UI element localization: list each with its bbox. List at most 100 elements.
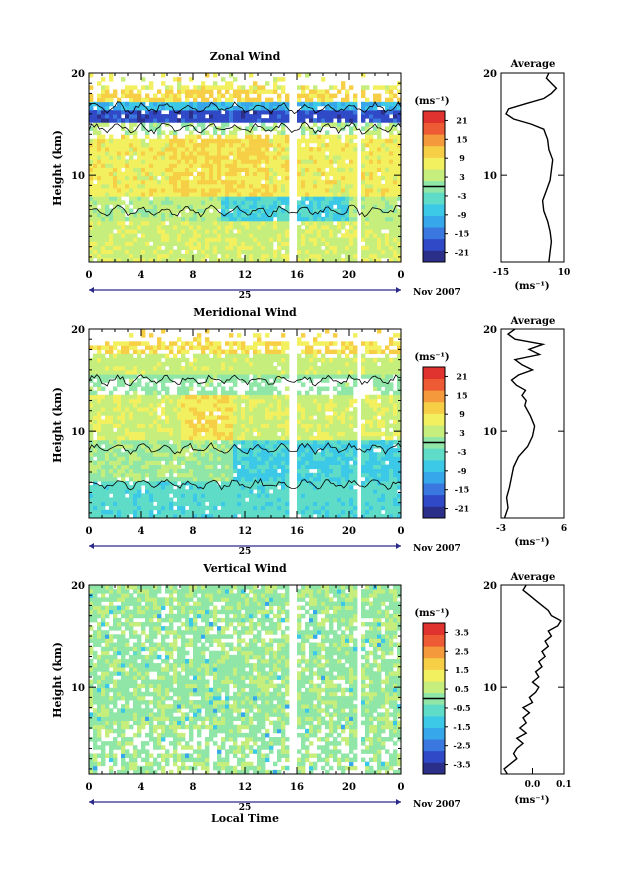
heatmap-cell xyxy=(209,485,214,490)
heatmap-cell xyxy=(329,114,334,119)
heatmap-cell xyxy=(385,225,390,230)
heatmap-cell xyxy=(117,204,122,209)
heatmap-cell xyxy=(109,109,114,115)
heatmap-cell xyxy=(257,220,262,226)
heatmap-cell xyxy=(193,167,198,173)
heatmap-cell xyxy=(265,427,270,433)
heatmap-cell xyxy=(265,151,270,156)
heatmap-cell xyxy=(237,419,242,424)
heatmap-cell xyxy=(229,361,234,367)
heatmap-cell xyxy=(117,411,122,416)
heatmap-cell xyxy=(257,216,262,222)
heatmap-cell xyxy=(181,456,186,461)
heatmap-cell xyxy=(353,229,358,234)
heatmap-cell xyxy=(105,163,110,168)
heatmap-cell xyxy=(141,423,146,429)
heatmap-cell xyxy=(337,159,342,164)
heatmap-cell xyxy=(169,142,174,148)
heatmap-cell xyxy=(201,241,206,246)
heatmap-cell xyxy=(253,427,258,433)
heatmap-cell xyxy=(397,175,402,181)
heatmap-cell xyxy=(129,220,134,226)
heatmap-cell xyxy=(345,175,350,181)
heatmap-cell xyxy=(361,192,366,197)
heatmap-cell xyxy=(165,353,170,359)
heatmap-cell xyxy=(285,118,290,123)
heatmap-cell xyxy=(121,208,126,214)
heatmap-cell xyxy=(285,513,290,519)
heatmap-cell xyxy=(169,167,174,173)
heatmap-cell xyxy=(181,497,186,502)
heatmap-cell xyxy=(329,122,334,127)
heatmap-cell xyxy=(125,167,130,173)
heatmap-cell xyxy=(165,183,170,189)
heatmap-cell xyxy=(185,489,190,494)
heatmap-cell xyxy=(197,155,202,160)
heatmap-cell xyxy=(381,196,386,201)
heatmap-cell xyxy=(221,419,226,424)
heatmap-cell xyxy=(113,114,118,119)
heatmap-cell xyxy=(173,357,178,363)
heatmap-cell xyxy=(277,171,282,177)
heatmap-cell xyxy=(225,229,230,234)
heatmap-cell xyxy=(313,146,318,152)
heatmap-cell xyxy=(101,105,106,111)
heatmap-cell xyxy=(221,349,226,355)
heatmap-cell xyxy=(313,151,318,156)
heatmap-cell xyxy=(209,200,214,205)
heatmap-cell xyxy=(333,192,338,197)
heatmap-cell xyxy=(93,485,98,490)
heatmap-cell xyxy=(161,497,166,502)
heatmap-cell xyxy=(369,208,374,214)
heatmap-cell xyxy=(109,452,114,457)
heatmap-cell xyxy=(369,196,374,201)
heatmap-cell xyxy=(361,146,366,152)
heatmap-cell xyxy=(193,415,198,420)
heatmap-cell xyxy=(125,142,130,148)
heatmap-cell xyxy=(377,200,382,205)
heatmap-cell xyxy=(121,402,126,408)
heatmap-cell xyxy=(233,493,238,498)
heatmap-cell xyxy=(309,225,314,230)
heatmap-cell xyxy=(333,249,338,255)
heatmap-cell xyxy=(193,220,198,226)
heatmap-cell xyxy=(261,171,266,177)
heatmap-cell xyxy=(253,353,258,359)
heatmap-cell xyxy=(133,481,138,486)
heatmap-cell xyxy=(105,114,110,119)
heatmap-cell xyxy=(225,85,230,90)
heatmap-cell xyxy=(153,257,158,263)
heatmap-cell xyxy=(241,167,246,173)
heatmap-cell xyxy=(373,151,378,156)
heatmap-cell xyxy=(181,444,186,449)
heatmap-cell xyxy=(121,489,126,494)
heatmap-cell xyxy=(141,196,146,201)
panel-2-profile-title: Average xyxy=(510,316,556,327)
heatmap-cell xyxy=(273,138,278,144)
heatmap-cell xyxy=(177,225,182,230)
heatmap-cell xyxy=(277,423,282,429)
heatmap-cell xyxy=(257,89,262,94)
heatmap-cell xyxy=(257,513,262,519)
heatmap-cell xyxy=(165,448,170,453)
heatmap-cell xyxy=(265,431,270,437)
heatmap-cell xyxy=(285,163,290,168)
heatmap-cell xyxy=(157,142,162,148)
heatmap-cell xyxy=(113,398,118,404)
heatmap-cell xyxy=(225,411,230,416)
heatmap-cell xyxy=(89,390,94,396)
heatmap-cell xyxy=(389,89,394,94)
heatmap-cell xyxy=(317,142,322,148)
heatmap-cell xyxy=(233,415,238,420)
heatmap-cell xyxy=(121,411,126,416)
heatmap-cell xyxy=(109,97,114,103)
heatmap-cell xyxy=(133,386,138,392)
heatmap-cell xyxy=(329,204,334,209)
heatmap-cell xyxy=(225,370,230,375)
heatmap-cell xyxy=(397,179,402,185)
heatmap-cell xyxy=(129,146,134,152)
heatmap-cell xyxy=(141,402,146,408)
heatmap-cell xyxy=(105,452,110,457)
heatmap-cell xyxy=(97,81,102,86)
heatmap-cell xyxy=(297,216,302,222)
